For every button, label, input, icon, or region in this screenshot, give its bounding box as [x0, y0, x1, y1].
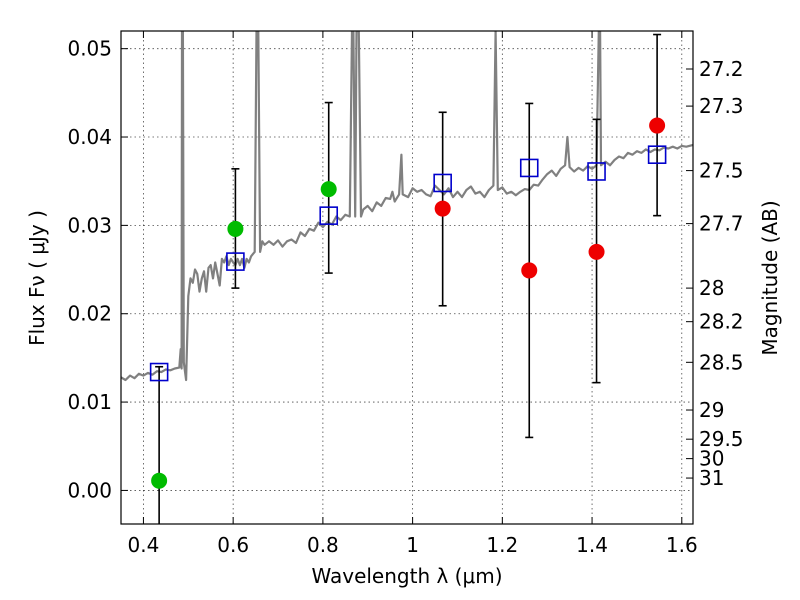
magnitude-tick-label: 28.5	[699, 350, 744, 374]
x-axis-label: Wavelength λ (μm)	[311, 564, 502, 588]
plot-frame	[120, 30, 694, 525]
magnitude-tick-label: 30	[699, 447, 724, 471]
x-tick-label: 1.2	[486, 533, 518, 557]
y-tick-label: 0.02	[67, 302, 112, 326]
y-axis-ticks: 0.00 0.01 0.02 0.03 0.04 0.05	[67, 37, 128, 502]
model-photometry-square	[433, 173, 452, 193]
magnitude-tick-label: 27.7	[699, 212, 744, 236]
magnitude-tick-label: 29.5	[699, 427, 744, 451]
y-tick-label: 0.00	[67, 478, 112, 502]
x-tick-label: 1.4	[576, 533, 608, 557]
x-tick-label: 1	[406, 533, 419, 557]
marker-layer	[149, 117, 667, 489]
detection-point	[227, 220, 244, 237]
detection-point	[320, 181, 337, 198]
y-tick-label: 0.03	[67, 213, 112, 237]
detection-point	[151, 472, 168, 489]
magnitude-tick-label: 27.2	[699, 57, 744, 81]
magnitude-axis-label: Magnitude (AB)	[758, 200, 782, 355]
model-photometry-square	[587, 162, 606, 181]
error-bar-layer	[155, 33, 662, 524]
spectrum-layer	[121, 31, 693, 382]
y-axis-label: Flux Fν ( μJy )	[25, 210, 49, 346]
non-detection-point	[588, 243, 605, 260]
model-photometry-square	[149, 362, 169, 382]
magnitude-tick-label: 31	[699, 466, 724, 490]
magnitude-tick-label: 27.5	[699, 159, 744, 183]
x-tick-label: 1.6	[666, 533, 698, 557]
magnitude-tick-label: 28	[699, 276, 724, 300]
magnitude-tick-label: 28.2	[699, 310, 744, 334]
x-tick-label: 0.4	[128, 533, 160, 557]
y-tick-label: 0.04	[67, 125, 112, 149]
non-detection-point	[521, 262, 538, 279]
model-photometry-square	[226, 252, 245, 271]
x-tick-label: 0.8	[307, 533, 339, 557]
model-photometry-square	[647, 145, 667, 164]
magnitude-tick-label: 29	[699, 398, 724, 422]
x-axis-ticks: 0.4 0.6 0.8 1 1.2 1.4 1.6	[128, 31, 698, 557]
grid-lines	[121, 31, 693, 524]
model-photometry-square	[519, 158, 539, 178]
y-tick-label: 0.05	[67, 37, 112, 61]
non-detection-point	[649, 117, 666, 134]
magnitude-tick-label: 27.3	[699, 94, 744, 118]
spectrum-line	[121, 31, 693, 382]
non-detection-point	[434, 200, 451, 217]
model-photometry-square	[319, 206, 339, 225]
x-tick-label: 0.6	[217, 533, 249, 557]
y-tick-label: 0.01	[67, 390, 112, 414]
